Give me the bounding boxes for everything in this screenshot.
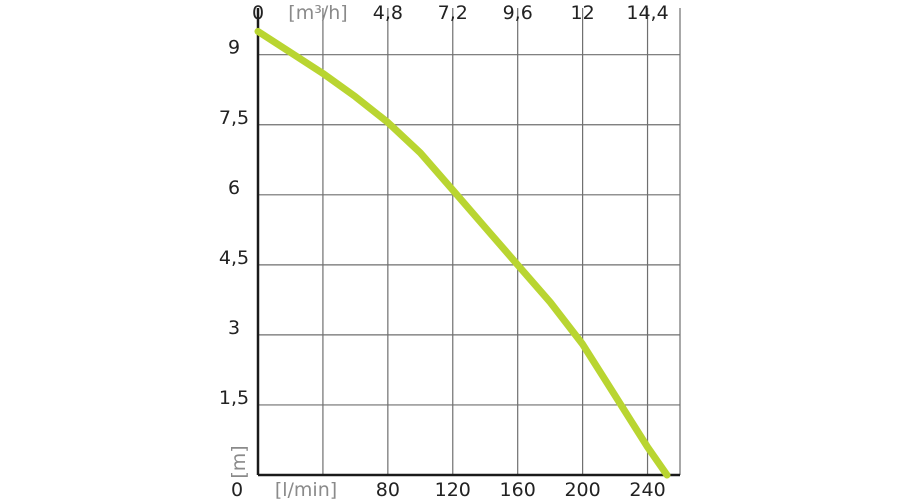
x-bottom-tick-label-4: 200	[564, 479, 600, 500]
y-tick-label-4: 7,5	[219, 107, 249, 129]
x-top-unit-label: [m³/h]	[288, 2, 347, 24]
grid	[258, 8, 681, 475]
x-top-tick-label-1: 4,8	[373, 2, 403, 24]
series	[254, 27, 671, 479]
x-bottom-tick-label-0: 0	[231, 479, 243, 500]
tick-labels: [m³/h] [l/min] [m] 0 80 120 160 200 240 0 4,8 7,…	[219, 2, 669, 500]
x-bottom-tick-label-2: 120	[435, 479, 471, 500]
x-bottom-tick-label-1: 80	[376, 479, 400, 500]
y-tick-label-5: 9	[228, 37, 240, 59]
x-bottom-tick-label-3: 160	[500, 479, 536, 500]
x-bottom-tick-label-5: 240	[629, 479, 665, 500]
x-top-tick-label-2: 7,2	[438, 2, 468, 24]
y-tick-label-0: 1,5	[219, 387, 249, 409]
series-line-0	[254, 27, 671, 479]
y-unit-label: [m]	[228, 445, 250, 478]
x-top-tick-label-5: 14,4	[626, 2, 668, 24]
y-tick-label-3: 6	[228, 177, 240, 199]
y-tick-label-2: 4,5	[219, 247, 249, 269]
x-top-tick-label-0: 0	[252, 2, 264, 24]
x-top-tick-label-4: 12	[571, 2, 595, 24]
y-tick-label-1: 3	[228, 317, 240, 339]
x-top-tick-label-3: 9,6	[503, 2, 533, 24]
axes	[256, 8, 680, 477]
x-bottom-unit-label: [l/min]	[275, 479, 337, 500]
